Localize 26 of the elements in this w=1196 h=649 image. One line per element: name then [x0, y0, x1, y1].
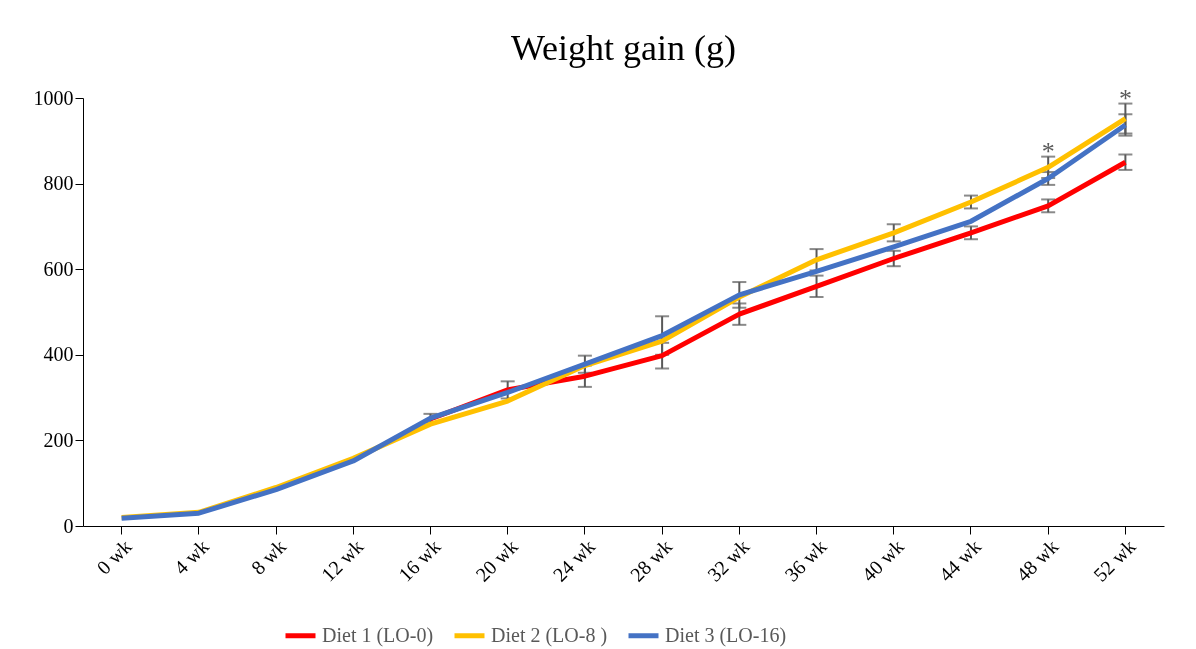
x-tick-label: 36 wk — [780, 535, 831, 586]
y-tick-label: 0 — [63, 514, 74, 537]
x-tick-label: 28 wk — [625, 535, 677, 586]
y-tick-label: 600 — [43, 257, 74, 280]
y-tick-label: 400 — [43, 343, 74, 366]
x-tick-label: 0 wk — [92, 535, 136, 579]
x-tick-label: 8 wk — [246, 535, 291, 579]
x-tick-label: 44 wk — [934, 535, 986, 586]
legend-label: Diet 1 (LO-0) — [322, 623, 434, 647]
chart-title: Weight gain (g) — [510, 27, 737, 68]
x-tick-label: 40 wk — [857, 535, 908, 586]
annotation: * — [1118, 83, 1132, 113]
y-tick-label: 200 — [43, 428, 74, 451]
annotation: * — [1041, 136, 1055, 166]
legend-label: Diet 2 (LO-8 ) — [491, 623, 608, 647]
y-tick-label: 1000 — [33, 86, 74, 109]
x-tick-label: 48 wk — [1011, 535, 1063, 586]
legend-label: Diet 3 (LO-16) — [665, 623, 787, 647]
x-tick-label: 24 wk — [548, 535, 600, 586]
x-tick-label: 16 wk — [394, 535, 445, 586]
x-tick-label: 4 wk — [169, 535, 213, 579]
x-tick-label: 52 wk — [1089, 535, 1140, 586]
x-tick-label: 32 wk — [702, 535, 754, 586]
y-tick-label: 800 — [43, 172, 74, 195]
x-tick-label: 12 wk — [316, 535, 368, 586]
x-tick-label: 20 wk — [471, 535, 522, 586]
